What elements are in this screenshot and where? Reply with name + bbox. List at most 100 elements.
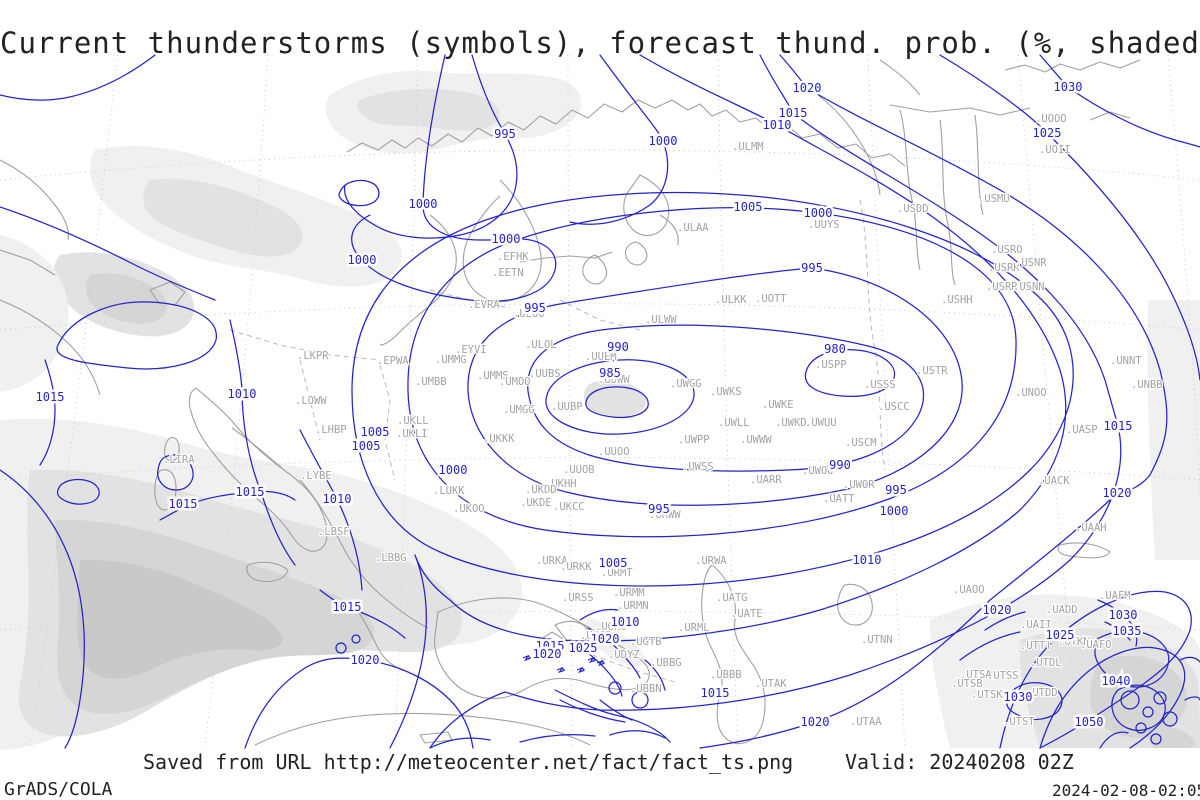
isobar-label: 1040	[1102, 674, 1131, 688]
station-code: .UWGG	[670, 378, 702, 390]
isobar-label: 1015	[333, 600, 362, 614]
station-code: .EETN	[492, 267, 524, 279]
coastline	[433, 597, 650, 699]
station-code: .UGTB	[630, 636, 662, 648]
station-code: .UADD	[1046, 604, 1078, 616]
station-code: .EPWA	[377, 355, 409, 367]
isobar-label: 1010	[323, 492, 352, 506]
station-code: .LKPR	[297, 350, 329, 362]
station-code: .UKHH	[545, 478, 577, 490]
thunderstorm-symbol	[596, 659, 605, 667]
isobar-contour	[157, 454, 194, 491]
isobar-label: 990	[607, 340, 629, 354]
station-code: .USRO	[991, 244, 1023, 256]
station-code: .UAAH	[1075, 522, 1107, 534]
isobar-label: 1010	[853, 553, 882, 567]
coastline	[701, 564, 766, 744]
isobar-label: 1015	[36, 390, 65, 404]
station-code: .UWKD	[775, 417, 807, 429]
coastline	[246, 561, 289, 583]
station-code: .UKOO	[453, 503, 485, 515]
isobar-contour	[1099, 731, 1129, 749]
station-code: .LHBP	[315, 424, 347, 436]
isobar-contour	[389, 54, 1067, 749]
isobar-contour	[699, 54, 1168, 749]
station-code: .LBSF	[318, 526, 350, 538]
graticule-line	[567, 54, 573, 749]
station-code: .UTSB	[951, 678, 983, 690]
isobar-contour	[608, 681, 622, 695]
station-code: .UTDD	[1026, 687, 1058, 699]
station-code: .USNR	[1015, 257, 1047, 269]
isobar-label: 1020	[533, 647, 562, 661]
isobar-label: 1015	[236, 485, 265, 499]
station-code: .UATT	[823, 493, 855, 505]
station-code: .USMU	[978, 193, 1010, 205]
graticule-line	[1017, 54, 1079, 749]
isobar-contour	[1150, 733, 1162, 745]
isobar-label: 1000	[649, 134, 678, 148]
station-code: .USDD	[897, 203, 929, 215]
station-code-layer: .ULMM .ULAA .EFHK .EETN .EVRA .ULOO .ULKK .UOTT…	[162, 112, 1164, 730]
probability-shading-area	[1147, 300, 1200, 560]
station-code: .UAII	[1020, 619, 1052, 631]
country-border-line	[559, 639, 676, 683]
station-code: .UMMS	[477, 370, 509, 382]
isobar-contour	[0, 469, 85, 749]
isobar-contour	[519, 734, 596, 743]
isobar-contour	[229, 319, 296, 566]
isobar-contour	[1006, 682, 1063, 720]
isobar-contour	[569, 54, 669, 225]
isobar-contour	[244, 657, 474, 749]
coastline	[939, 119, 956, 286]
station-code: .UTSK	[971, 689, 1003, 701]
isobar-contour	[1094, 629, 1170, 688]
station-code: .UTDL	[1030, 657, 1062, 669]
isobar-contour	[631, 691, 649, 709]
station-code: .UKCC	[553, 501, 585, 513]
isobar-contour	[984, 611, 1026, 631]
isobar-contour	[407, 207, 1017, 538]
isobar-contour	[1097, 599, 1138, 647]
station-code: .UOTT	[755, 293, 787, 305]
coastline	[346, 99, 906, 167]
isobar-label: 1015	[779, 106, 808, 120]
isobar-label: 1005	[599, 556, 628, 570]
isobar-contour	[429, 737, 491, 749]
coastline	[582, 254, 608, 285]
station-code: .UMGG	[503, 404, 535, 416]
isobar-label: 1000	[880, 504, 909, 518]
isobar-label: 1005	[734, 200, 763, 214]
coastline	[1004, 59, 1141, 73]
isobar-label: 980	[824, 342, 846, 356]
isobar-contour	[0, 54, 156, 101]
station-code: .URWW	[649, 509, 681, 521]
station-code: .UATG	[716, 592, 748, 604]
isobar-contour	[0, 206, 216, 301]
isobar-label: 1020	[793, 81, 822, 95]
isobar-contour	[1162, 711, 1178, 727]
coastline	[299, 479, 429, 629]
probability-shading-area	[357, 88, 500, 131]
isobar-contour	[467, 267, 963, 506]
isobar-label: 995	[885, 483, 907, 497]
station-code: .UOOO	[1035, 113, 1067, 125]
station-code: .LYBE	[300, 470, 332, 482]
isobar-label: 1030	[1054, 80, 1083, 94]
coastline	[164, 437, 180, 462]
station-code: .UGKO	[595, 621, 627, 633]
station-code: .UDYZ	[608, 649, 640, 661]
station-code: .LOWW	[295, 395, 327, 407]
graticule-line	[0, 303, 1200, 331]
coastline	[659, 214, 679, 246]
isobar-contour	[527, 324, 925, 472]
country-border-line	[299, 359, 321, 441]
station-code: .ULWW	[645, 314, 677, 326]
isobar-contour	[56, 301, 217, 370]
isobar-contour	[999, 590, 1192, 749]
coastline	[188, 387, 328, 552]
coastline	[889, 104, 1031, 116]
station-code: .LBBG	[375, 552, 407, 564]
isobar-contour	[1039, 646, 1186, 749]
